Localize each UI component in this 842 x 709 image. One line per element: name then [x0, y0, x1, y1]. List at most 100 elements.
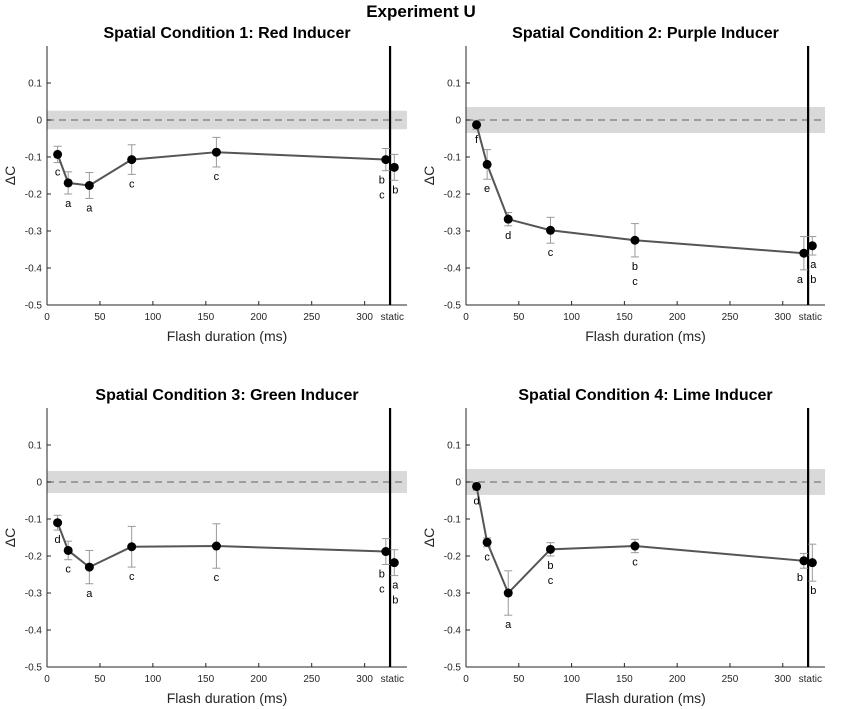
significance-letter: d [473, 495, 479, 507]
significance-letter: b [810, 585, 816, 597]
y-tick-label: 0 [36, 116, 42, 127]
y-tick-label: -0.2 [444, 552, 462, 563]
x-tick-label: 250 [722, 312, 739, 323]
y-axis-label: ΔC [421, 528, 437, 547]
y-axis-label: ΔC [2, 528, 18, 547]
significance-letter: f [475, 134, 479, 146]
series-line [56, 522, 386, 569]
series-line [56, 151, 386, 187]
static-tick-label: static [381, 312, 404, 323]
data-point [630, 235, 640, 245]
x-tick-label: 200 [250, 674, 267, 685]
static-data-point [389, 162, 399, 172]
significance-letter: c [379, 584, 385, 596]
y-tick-label: -0.4 [444, 626, 462, 637]
x-tick-label: 100 [145, 312, 162, 323]
y-tick-label: 0 [455, 116, 461, 127]
panel-title: Spatial Condition 4: Lime Inducer [518, 387, 772, 404]
static-data-point [807, 558, 817, 568]
data-point [482, 159, 492, 169]
static-data-point [807, 241, 817, 251]
significance-letter: a [86, 588, 93, 600]
y-tick-label: -0.3 [444, 227, 462, 238]
static-tick-label: static [799, 312, 822, 323]
significance-letter: a [505, 619, 512, 631]
significance-letter: c [65, 564, 71, 576]
x-axis-label: Flash duration (ms) [167, 690, 288, 706]
significance-letter: b [810, 274, 816, 286]
data-point [630, 541, 640, 551]
y-axis-label: ΔC [421, 166, 437, 185]
x-tick-label: 0 [463, 312, 469, 323]
x-tick-label: 0 [463, 674, 469, 685]
significance-letter: c [632, 557, 638, 569]
y-tick-label: -0.4 [25, 626, 43, 637]
data-point [799, 556, 809, 566]
significance-letter: d [55, 534, 61, 546]
static-tick-label: static [381, 674, 404, 685]
significance-letter: a [392, 580, 399, 592]
significance-letter: a [86, 202, 93, 214]
significance-letter: a [810, 259, 817, 271]
significance-letter: b [379, 569, 385, 581]
x-tick-label: 100 [563, 312, 580, 323]
significance-letter: c [214, 572, 220, 584]
x-tick-label: 50 [513, 674, 525, 685]
data-point [503, 214, 513, 224]
chart-panel-2: Spatial Condition 2: Purple Inducer -0.5 -… [421, 25, 825, 344]
x-axis-label: Flash duration (ms) [167, 328, 288, 344]
significance-letter: c [632, 276, 638, 288]
x-tick-label: 250 [303, 312, 320, 323]
y-tick-label: 0.1 [447, 79, 461, 90]
significance-letter: c [379, 190, 385, 202]
data-point [482, 537, 492, 547]
data-point [63, 545, 73, 555]
significance-letter: a [797, 274, 804, 286]
data-point [63, 178, 73, 188]
x-tick-label: 0 [44, 674, 50, 685]
x-tick-label: 300 [356, 312, 373, 323]
x-tick-label: 250 [722, 674, 739, 685]
y-tick-label: 0 [36, 478, 42, 489]
y-tick-label: -0.5 [444, 301, 462, 312]
significance-letter: c [548, 575, 554, 587]
significance-letter: b [392, 184, 398, 196]
significance-letter: c [55, 167, 61, 179]
y-axis-label: ΔC [2, 166, 18, 185]
y-tick-label: -0.2 [444, 190, 462, 201]
chart-panel-1: Spatial Condition 1: Red Inducer -0.5 -0.4… [2, 25, 407, 344]
x-tick-label: 50 [94, 312, 106, 323]
y-tick-label: -0.1 [25, 515, 43, 526]
significance-letter: c [214, 171, 220, 183]
x-tick-label: 100 [563, 674, 580, 685]
panel-title: Spatial Condition 2: Purple Inducer [512, 25, 779, 42]
significance-letter: b [392, 595, 398, 607]
data-point [381, 547, 391, 557]
chart-panel-3: Spatial Condition 3: Green Inducer -0.5 -0… [2, 387, 407, 706]
x-tick-label: 150 [616, 312, 633, 323]
y-tick-label: -0.3 [25, 227, 43, 238]
reference-band [466, 469, 825, 495]
y-tick-label: -0.2 [25, 552, 43, 563]
data-point [545, 544, 555, 554]
figure-title: Experiment U [366, 2, 476, 21]
y-tick-label: -0.1 [444, 515, 462, 526]
x-axis-label: Flash duration (ms) [585, 328, 706, 344]
y-tick-label: -0.5 [444, 663, 462, 674]
significance-letter: c [548, 247, 554, 259]
x-tick-label: 200 [669, 674, 686, 685]
y-tick-label: -0.1 [444, 153, 462, 164]
data-point [799, 248, 809, 258]
x-tick-label: 150 [197, 674, 214, 685]
x-tick-label: 300 [356, 674, 373, 685]
static-tick-label: static [799, 674, 822, 685]
x-tick-label: 150 [197, 312, 214, 323]
data-point [84, 562, 94, 572]
data-point [545, 225, 555, 235]
data-point [127, 155, 137, 165]
significance-letter: d [505, 230, 511, 242]
data-point [53, 518, 63, 528]
significance-letter: b [632, 261, 638, 273]
x-axis-label: Flash duration (ms) [585, 690, 706, 706]
y-tick-label: 0 [455, 478, 461, 489]
